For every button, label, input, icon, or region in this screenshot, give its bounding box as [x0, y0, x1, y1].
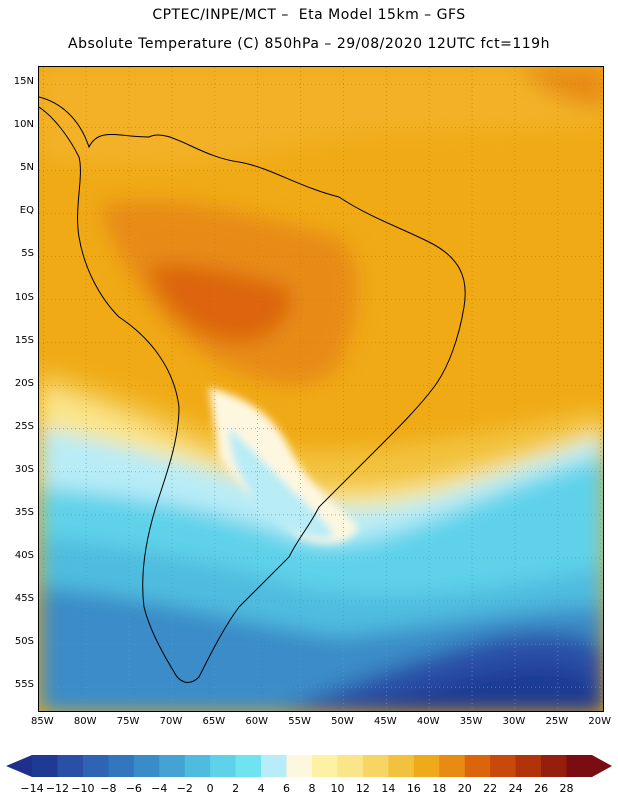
lat-tick-label: 15N: [13, 76, 34, 88]
colorbar-tick-label: −12: [45, 782, 70, 795]
colorbar-tick-label: 14: [381, 782, 396, 795]
colorbar-swatch: [464, 755, 491, 777]
colorbar-tick-label: 6: [283, 782, 291, 795]
temperature-map-canvas: [39, 67, 603, 711]
lat-tick-label: 20S: [14, 377, 34, 389]
colorbar-tick-label: 18: [432, 782, 447, 795]
lat-tick-label: 25S: [14, 420, 34, 432]
colorbar-swatch: [337, 755, 364, 777]
colorbar-swatch: [235, 755, 262, 777]
colorbar-swatch: [159, 755, 186, 777]
colorbar-swatch: [541, 755, 568, 777]
colorbar-tick-label: 8: [308, 782, 316, 795]
lon-tick-label: 45W: [374, 716, 397, 727]
lat-tick-label: 10S: [14, 291, 34, 303]
lon-tick-label: 85W: [30, 716, 54, 727]
colorbar-swatch: [439, 755, 466, 777]
colorbar-swatch: [82, 755, 109, 777]
colorbar-tick-label: −14: [20, 782, 44, 795]
colorbar-tick-label: −4: [151, 782, 168, 795]
colorbar-tick-label: −10: [71, 782, 95, 795]
colorbar-swatch: [57, 755, 84, 777]
colorbar-swatch: [210, 755, 237, 777]
colorbar-swatch: [108, 755, 135, 777]
colorbar-tick-label: 28: [559, 782, 574, 795]
lon-tick-label: 35W: [459, 716, 483, 727]
colorbar-tick-label: 20: [457, 782, 472, 795]
lon-tick-label: 55W: [288, 716, 311, 727]
colorbar: [6, 755, 612, 777]
colorbar-tick-label: 4: [257, 782, 265, 795]
colorbar-swatch: [515, 755, 542, 777]
lon-tick-label: 30W: [502, 716, 526, 727]
lon-tick-label: 70W: [159, 716, 183, 727]
colorbar-tick-label: 12: [355, 782, 370, 795]
colorbar-swatch: [362, 755, 389, 777]
lon-tick-label: 20W: [588, 716, 612, 727]
colorbar-swatch: [261, 755, 288, 777]
lat-tick-label: 5S: [21, 248, 34, 260]
colorbar-swatch: [32, 755, 58, 777]
lat-tick-label: 10N: [13, 119, 34, 131]
lat-tick-label: 30S: [14, 463, 34, 475]
lat-tick-label: 45S: [14, 593, 34, 605]
colorbar-swatch: [566, 755, 593, 777]
map-title-line2: Absolute Temperature (C) 850hPa – 29/08/…: [68, 36, 550, 52]
colorbar-tick-label: 10: [330, 782, 345, 795]
temperature-map[interactable]: [38, 66, 604, 712]
colorbar-swatch: [286, 755, 313, 777]
lat-tick-label: 35S: [14, 506, 34, 518]
colorbar-swatch: [388, 755, 415, 777]
lat-tick-label: 5N: [20, 162, 34, 174]
lon-tick-label: 80W: [73, 716, 97, 727]
lon-tick-label: 75W: [116, 716, 140, 727]
lon-tick-label: 25W: [545, 716, 569, 727]
colorbar-swatch: [490, 755, 517, 777]
lat-tick-label: 15S: [14, 334, 34, 346]
lat-tick-label: 40S: [14, 549, 34, 561]
colorbar-swatch: [413, 755, 440, 777]
lon-tick-label: 60W: [245, 716, 268, 727]
colorbar-tick-label: 24: [508, 782, 523, 795]
colorbar-tick-label: 0: [206, 782, 214, 795]
lon-tick-label: 40W: [416, 716, 440, 727]
colorbar-tick-label: −2: [176, 782, 193, 795]
colorbar-tick-label: −6: [125, 782, 142, 795]
colorbar-tick-label: 22: [483, 782, 498, 795]
lat-tick-label: 50S: [14, 636, 34, 648]
lon-tick-label: 50W: [331, 716, 354, 727]
colorbar-swatch: [133, 755, 160, 777]
lon-tick-label: 65W: [202, 716, 226, 727]
map-title-line1: CPTEC/INPE/MCT – Eta Model 15km – GFS: [152, 7, 466, 23]
colorbar-tick-label: 2: [232, 782, 240, 795]
colorbar-tick-label: −8: [100, 782, 117, 795]
colorbar-under-arrow: [6, 755, 32, 777]
coastline: [39, 96, 466, 683]
colorbar-tick-label: 16: [406, 782, 421, 795]
colorbar-swatch: [312, 755, 338, 777]
lat-tick-label: 55S: [14, 679, 34, 691]
colorbar-swatch: [184, 755, 211, 777]
colorbar-tick-label: 26: [534, 782, 549, 795]
colorbar-over-arrow: [592, 755, 612, 777]
lat-tick-label: EQ: [19, 205, 34, 217]
